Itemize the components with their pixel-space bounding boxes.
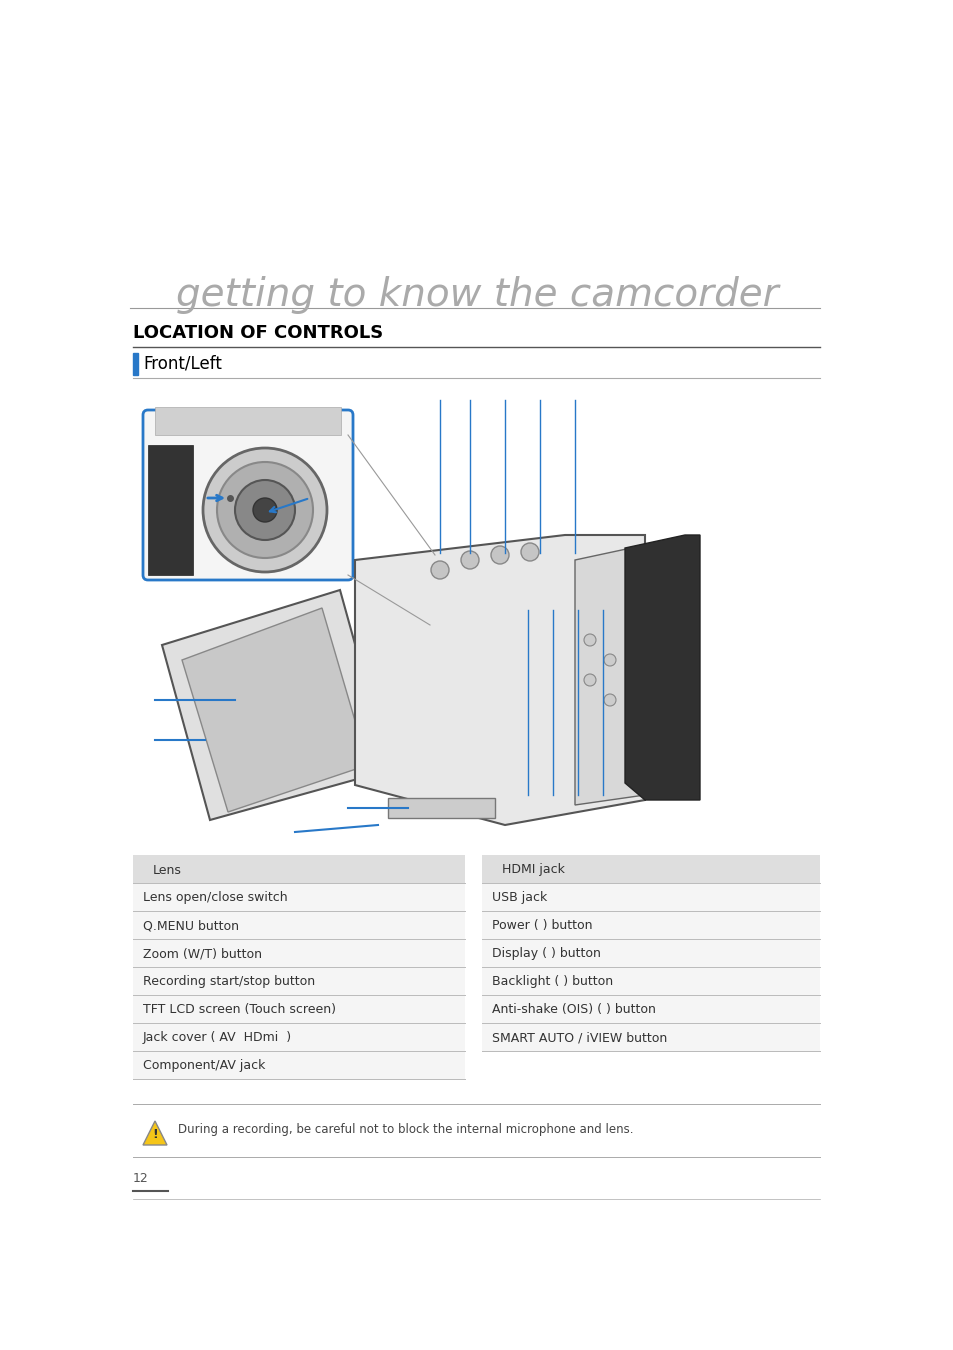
Bar — [132, 855, 464, 883]
Text: SMART AUTO / iVIEW button: SMART AUTO / iVIEW button — [492, 1031, 666, 1045]
Circle shape — [234, 481, 294, 540]
Text: Recording start/stop button: Recording start/stop button — [143, 976, 314, 988]
Bar — [481, 995, 820, 1023]
Circle shape — [253, 498, 276, 522]
Bar — [481, 940, 820, 967]
Text: Lens open/close switch: Lens open/close switch — [143, 891, 287, 904]
Bar — [132, 967, 464, 995]
Circle shape — [520, 543, 538, 562]
Circle shape — [431, 562, 449, 579]
Polygon shape — [388, 798, 495, 818]
Text: LOCATION OF CONTROLS: LOCATION OF CONTROLS — [132, 324, 383, 342]
Polygon shape — [355, 535, 644, 825]
Bar — [481, 1023, 820, 1052]
Bar — [132, 911, 464, 940]
Text: Power ( ) button: Power ( ) button — [492, 919, 592, 933]
Text: 12: 12 — [132, 1173, 149, 1185]
Text: Display ( ) button: Display ( ) button — [492, 948, 600, 960]
Polygon shape — [162, 590, 390, 819]
Circle shape — [603, 694, 616, 706]
Polygon shape — [182, 608, 368, 811]
Circle shape — [583, 674, 596, 686]
Circle shape — [203, 448, 327, 572]
Bar — [132, 352, 138, 375]
Text: !: ! — [152, 1127, 157, 1141]
Bar — [132, 1023, 464, 1052]
Text: During a recording, be careful not to block the internal microphone and lens.: During a recording, be careful not to bl… — [178, 1122, 633, 1135]
Bar — [132, 940, 464, 967]
Text: Component/AV jack: Component/AV jack — [143, 1060, 265, 1072]
Text: TFT LCD screen (Touch screen): TFT LCD screen (Touch screen) — [143, 1003, 335, 1017]
Bar — [481, 911, 820, 940]
Bar — [154, 406, 340, 435]
Circle shape — [583, 634, 596, 647]
Text: USB jack: USB jack — [492, 891, 547, 904]
Bar — [148, 446, 193, 575]
Polygon shape — [575, 545, 644, 805]
Text: Anti-shake (OIS) ( ) button: Anti-shake (OIS) ( ) button — [492, 1003, 656, 1017]
Bar — [132, 995, 464, 1023]
Circle shape — [460, 551, 478, 568]
Bar — [132, 883, 464, 911]
Circle shape — [603, 653, 616, 666]
Text: Q.MENU button: Q.MENU button — [143, 919, 239, 933]
Bar — [481, 967, 820, 995]
Circle shape — [216, 462, 313, 558]
Text: Jack cover ( AV  HDmi  ): Jack cover ( AV HDmi ) — [143, 1031, 292, 1045]
Bar — [132, 1052, 464, 1079]
FancyBboxPatch shape — [143, 410, 353, 580]
Text: Zoom (W/T) button: Zoom (W/T) button — [143, 948, 262, 960]
Polygon shape — [624, 535, 700, 801]
Text: Backlight ( ) button: Backlight ( ) button — [492, 976, 613, 988]
Polygon shape — [143, 1120, 167, 1145]
Text: HDMI jack: HDMI jack — [501, 864, 564, 876]
Text: Lens: Lens — [152, 864, 182, 876]
Bar — [481, 855, 820, 883]
Bar — [481, 883, 820, 911]
Text: Front/Left: Front/Left — [143, 355, 222, 373]
Text: getting to know the camcorder: getting to know the camcorder — [175, 275, 778, 315]
Circle shape — [491, 545, 509, 564]
